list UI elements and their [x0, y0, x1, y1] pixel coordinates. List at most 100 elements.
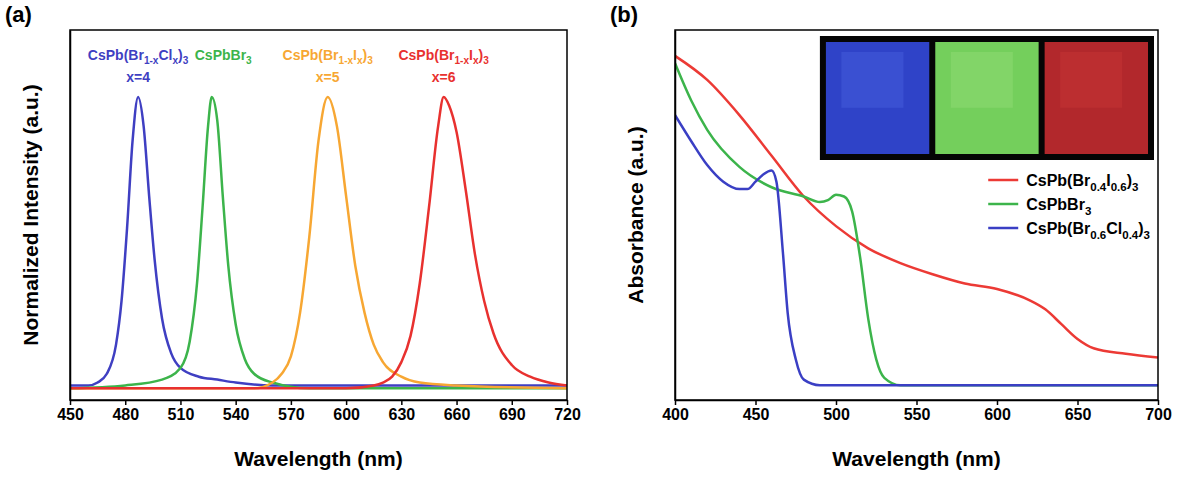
subscript: 3	[1085, 205, 1091, 217]
series-name: CsPb(Br1-xClx)3	[88, 47, 189, 66]
subscript: 1-x	[454, 55, 469, 66]
y-axis-title: Absorbance (a.u.)	[624, 126, 647, 303]
inset-glow	[951, 52, 1013, 108]
x-tick-label: 630	[388, 406, 415, 423]
x-tick-mark	[512, 400, 514, 405]
text-run: CsPb(Br	[283, 47, 340, 63]
series-line	[675, 56, 1158, 358]
x-tick: 540	[223, 400, 250, 423]
series-name: CsPb(Br1-xIx)3	[283, 47, 374, 66]
subscript: 3	[1144, 229, 1150, 241]
x-tick-label: 700	[1145, 406, 1172, 423]
series-line	[675, 115, 1158, 385]
panel-label: (a)	[5, 2, 32, 27]
x-tick-mark	[675, 400, 677, 405]
subscript: 0.6	[1111, 181, 1127, 193]
legend-swatch	[988, 203, 1018, 206]
x-tick-label: 480	[112, 406, 139, 423]
legend-label: CsPb(Br0.6Cl0.4)3	[1026, 220, 1150, 241]
x-tick-label: 510	[168, 406, 195, 423]
legend-item: CsPbBr3	[988, 196, 1091, 217]
x-tick-mark	[180, 400, 182, 405]
x-axis-line	[71, 400, 568, 402]
y-axis-line	[675, 31, 677, 401]
x-tick-mark	[456, 400, 458, 405]
x-tick: 630	[388, 400, 415, 423]
subscript: 3	[1132, 181, 1138, 193]
y-axis-line	[70, 31, 72, 401]
text-run: CsPb(Br	[1026, 172, 1090, 189]
x-tick-label: 720	[554, 406, 581, 423]
plot-frame	[675, 30, 1158, 400]
series-line	[70, 97, 567, 388]
plot-area	[70, 97, 567, 388]
x-tick-mark	[916, 400, 918, 405]
x-tick-label: 600	[333, 406, 360, 423]
x-tick-mark	[997, 400, 999, 405]
y-axis	[70, 31, 71, 401]
x-tick-label: 600	[984, 406, 1011, 423]
x-tick: 400	[662, 400, 689, 423]
panel: 400450500550600650700Wavelength (nm)Abso…	[610, 2, 1172, 470]
series-line	[675, 63, 1158, 385]
series-label: CsPbBr3	[195, 47, 252, 66]
y-axis	[675, 31, 676, 401]
series-name: CsPb(Br1-xIx)3	[398, 47, 489, 66]
text-run: CsPb(Br	[88, 47, 145, 63]
text-run: Cl	[158, 47, 172, 63]
x-axis-title: Wavelength (nm)	[832, 447, 1000, 470]
subscript: 1-x	[339, 55, 354, 66]
series-line	[70, 97, 567, 388]
x-tick: 600	[984, 400, 1011, 423]
plot-frame	[70, 30, 567, 400]
x-tick-mark	[125, 400, 127, 405]
x-tick: 650	[1065, 400, 1092, 423]
legend-swatch	[988, 227, 1018, 230]
inset-glow	[841, 52, 903, 108]
x-tick-label: 450	[57, 406, 84, 423]
x-tick-label: 550	[904, 406, 931, 423]
inset-square	[935, 42, 1038, 154]
x-tick: 570	[278, 400, 305, 423]
series-label: CsPb(Br1-xIx)3 x=5	[283, 47, 374, 85]
x-tick-label: 540	[223, 406, 250, 423]
legend-item: CsPb(Br0.4I0.6)3	[988, 172, 1138, 193]
x-tick-label: 650	[1065, 406, 1092, 423]
subscript: 0.6	[1090, 229, 1106, 241]
x-axis: 400450500550600650700	[662, 400, 1172, 423]
series-name: CsPbBr3	[195, 47, 252, 66]
panel-label: (b)	[610, 2, 638, 27]
x-tick: 450	[743, 400, 770, 423]
x-tick-mark	[755, 400, 757, 405]
series-annotation: x=5	[316, 69, 340, 85]
inset-glow	[1060, 52, 1122, 108]
x-tick: 450	[57, 400, 84, 423]
series-label: CsPb(Br1-xIx)3x=6	[398, 47, 489, 85]
text-run: CsPbBr	[195, 47, 247, 63]
x-tick-mark	[401, 400, 403, 405]
x-tick-mark	[346, 400, 348, 405]
x-tick-label: 400	[662, 406, 689, 423]
x-tick: 550	[904, 400, 931, 423]
subscript: 3	[367, 55, 373, 66]
subscript: 3	[483, 55, 489, 66]
subscript: 0.4	[1122, 229, 1139, 241]
inset-square	[826, 42, 929, 154]
x-tick: 510	[168, 400, 195, 423]
text-run: CsPb(Br	[398, 47, 455, 63]
inset-background	[820, 36, 1154, 160]
x-tick-label: 570	[278, 406, 305, 423]
series-line	[70, 97, 567, 388]
x-tick-mark	[1077, 400, 1079, 405]
legend-label: CsPb(Br0.4I0.6)3	[1026, 172, 1138, 193]
text-run: CsPbBr	[1026, 196, 1085, 213]
x-tick-label: 690	[499, 406, 526, 423]
x-tick: 690	[499, 400, 526, 423]
subscript: 3	[183, 55, 189, 66]
x-tick-label: 660	[444, 406, 471, 423]
x-tick: 600	[333, 400, 360, 423]
x-axis: 450 480 510 540 570 600 630 660 690 720	[57, 400, 581, 423]
x-tick-mark	[70, 400, 72, 405]
series-label: CsPb(Br1-xClx)3x=4	[88, 47, 189, 85]
legend-item: CsPb(Br0.6Cl0.4)3	[988, 220, 1150, 241]
